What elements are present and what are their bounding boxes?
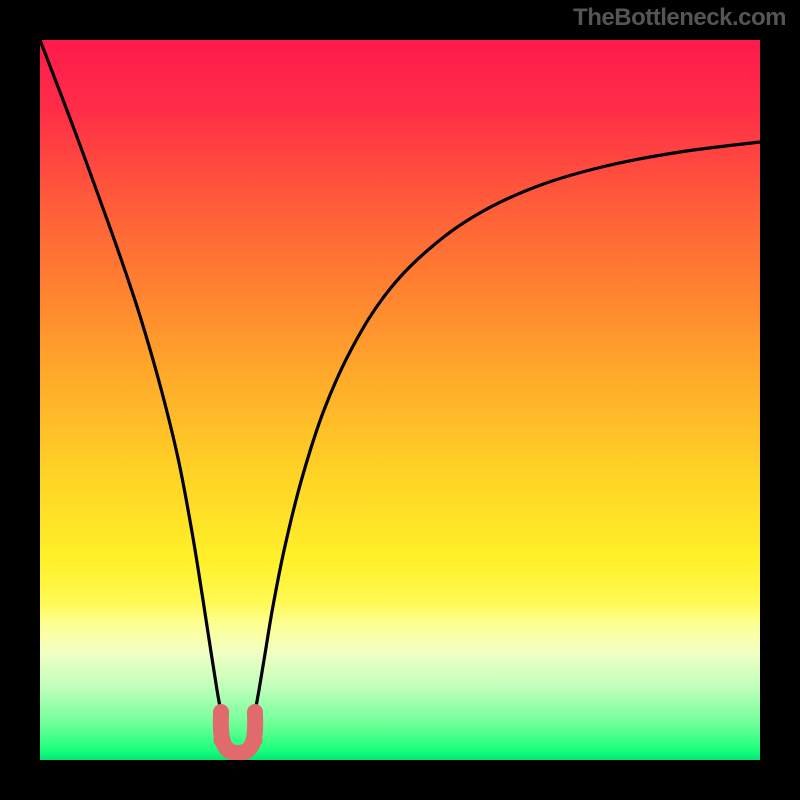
right-curve-line	[255, 142, 760, 712]
bottleneck-curve	[40, 40, 760, 760]
plot-area	[40, 40, 760, 760]
left-curve-line	[40, 40, 221, 712]
dip-u-line	[221, 712, 255, 753]
watermark-text: TheBottleneck.com	[573, 4, 786, 32]
chart-container: TheBottleneck.com	[0, 0, 800, 800]
